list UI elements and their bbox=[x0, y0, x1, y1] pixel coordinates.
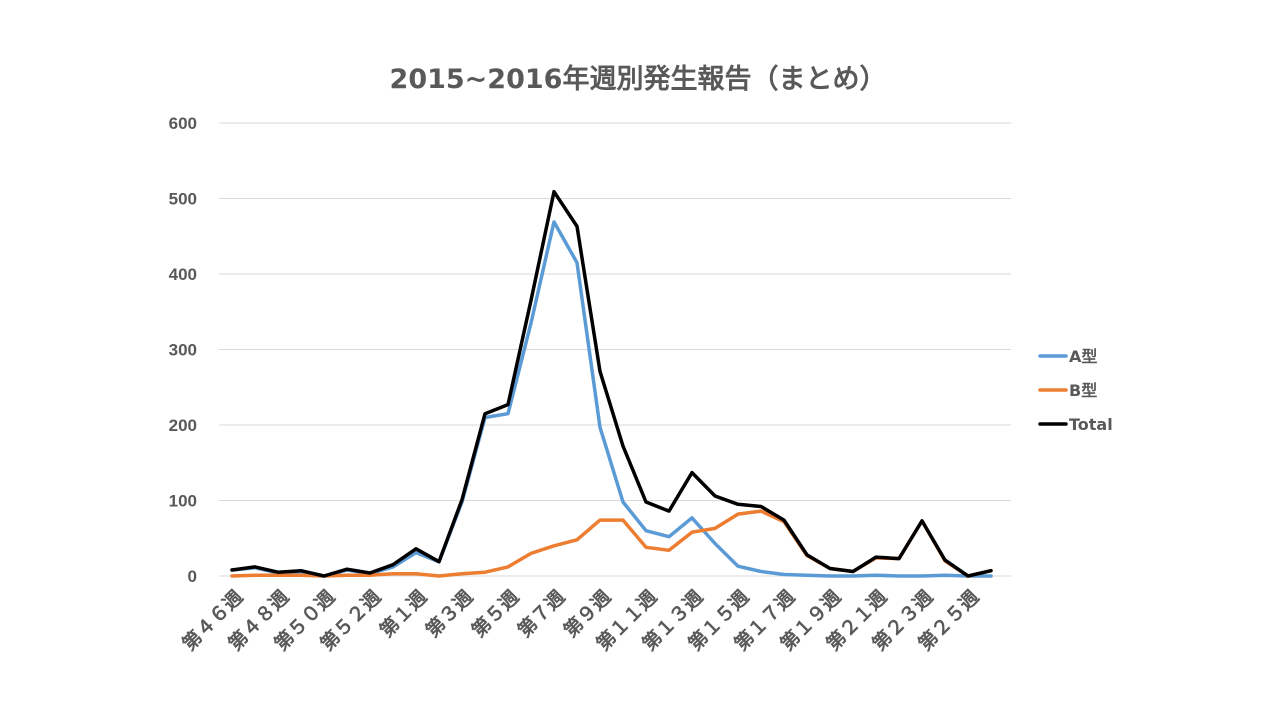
chart-title: 2015~2016年週別発生報告（まとめ） bbox=[390, 63, 887, 95]
legend-label: B型 bbox=[1069, 381, 1097, 400]
y-tick-label: 600 bbox=[169, 114, 197, 133]
legend-label: Total bbox=[1069, 415, 1113, 434]
legend-label: A型 bbox=[1069, 347, 1097, 366]
legend: A型 B型 Total bbox=[1038, 347, 1113, 434]
series-line-a型 bbox=[230, 220, 993, 578]
gridlines bbox=[219, 122, 1011, 577]
x-tick-label: 第１週 bbox=[375, 585, 432, 642]
series-line-total bbox=[230, 189, 993, 578]
y-axis-tick-labels: 0 100 200 300 400 500 600 bbox=[169, 114, 197, 586]
x-tick-label: 第５週 bbox=[467, 585, 524, 642]
y-tick-label: 0 bbox=[188, 567, 197, 586]
y-tick-label: 500 bbox=[169, 190, 197, 209]
x-tick-label: 第３週 bbox=[421, 585, 478, 642]
y-tick-label: 200 bbox=[169, 416, 197, 435]
series-lines bbox=[230, 189, 993, 578]
y-tick-label: 100 bbox=[169, 492, 197, 511]
x-axis-tick-labels: 第４６週第４８週第５０週第５２週第１週第３週第５週第７週第９週第１１週第１３週第… bbox=[178, 585, 984, 655]
y-tick-label: 300 bbox=[169, 341, 197, 360]
y-tick-label: 400 bbox=[169, 265, 197, 284]
series-line-b型 bbox=[230, 509, 993, 578]
x-tick-label: 第７週 bbox=[513, 585, 570, 642]
